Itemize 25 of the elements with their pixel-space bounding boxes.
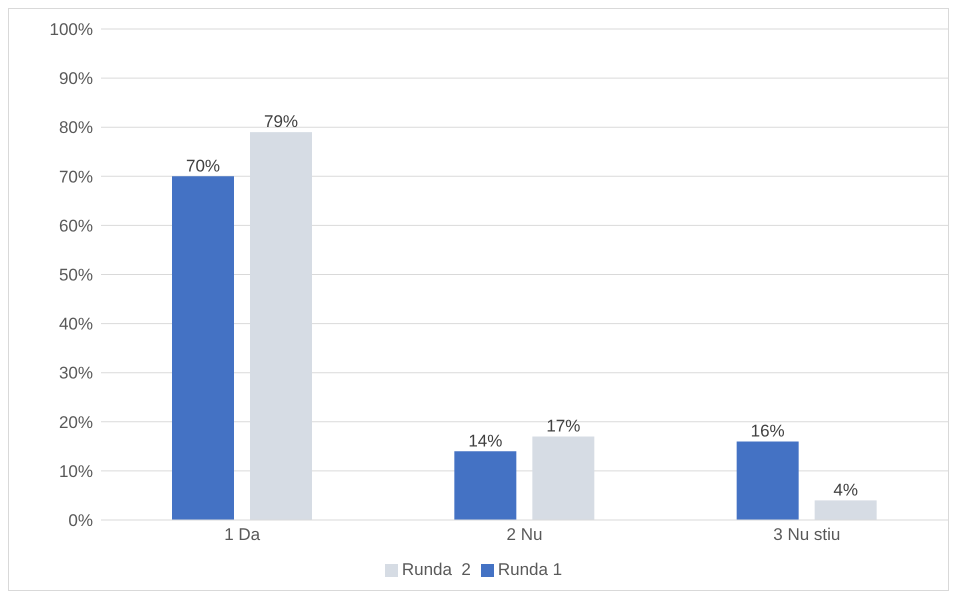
data-label: 14% <box>468 431 502 450</box>
data-label: 16% <box>750 421 785 440</box>
y-tick-label: 70% <box>58 167 93 186</box>
y-tick-label: 30% <box>58 364 93 383</box>
x-tick-label: 2 Nu <box>506 525 542 544</box>
x-tick-label: 1 Da <box>224 525 261 544</box>
y-tick-label: 80% <box>58 118 93 138</box>
legend-label: Runda 2 <box>402 560 471 579</box>
y-tick-label: 40% <box>58 314 93 334</box>
y-tick-label: 90% <box>58 69 93 88</box>
data-label: 79% <box>264 112 298 132</box>
bar <box>736 441 799 520</box>
bar <box>454 451 516 520</box>
bar <box>172 176 234 520</box>
legend-label: Runda 1 <box>498 560 562 579</box>
data-label: 70% <box>186 156 220 176</box>
y-tick-label: 60% <box>58 216 93 236</box>
data-label: 17% <box>546 416 580 436</box>
y-tick-label: 20% <box>58 412 93 432</box>
y-tick-label: 10% <box>58 462 93 481</box>
x-tick-label: 3 Nu stiu <box>773 525 840 544</box>
data-label: 4% <box>833 480 858 500</box>
y-tick-label: 0% <box>68 511 93 530</box>
y-tick-label: 100% <box>50 20 93 40</box>
y-tick-label: 50% <box>58 266 93 285</box>
